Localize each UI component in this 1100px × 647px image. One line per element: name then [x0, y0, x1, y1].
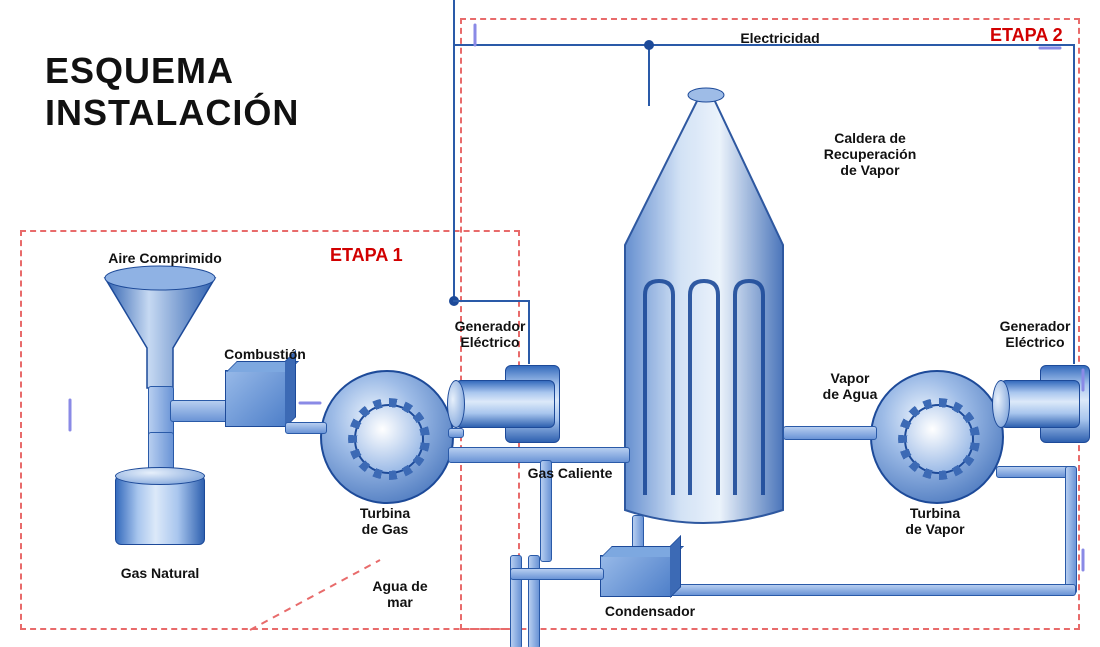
label-caldera: Caldera de Recuperación de Vapor	[790, 130, 950, 178]
label-gen2: Generador Eléctrico	[970, 318, 1100, 350]
label-aguamar: Agua de mar	[340, 578, 460, 610]
label-gascaliente: Gas Caliente	[505, 465, 635, 481]
label-combustion: Combustión	[210, 346, 320, 362]
label-condensador: Condensador	[580, 603, 720, 619]
label-turbvapor: Turbina de Vapor	[870, 505, 1000, 537]
label-electricidad: Electricidad	[710, 30, 850, 46]
label-vapor: Vapor de Agua	[800, 370, 900, 402]
label-gasnat: Gas Natural	[95, 565, 225, 581]
label-turbgas: Turbina de Gas	[320, 505, 450, 537]
label-gen1: Generador Eléctrico	[425, 318, 555, 350]
label-aire: Aire Comprimido	[85, 250, 245, 266]
